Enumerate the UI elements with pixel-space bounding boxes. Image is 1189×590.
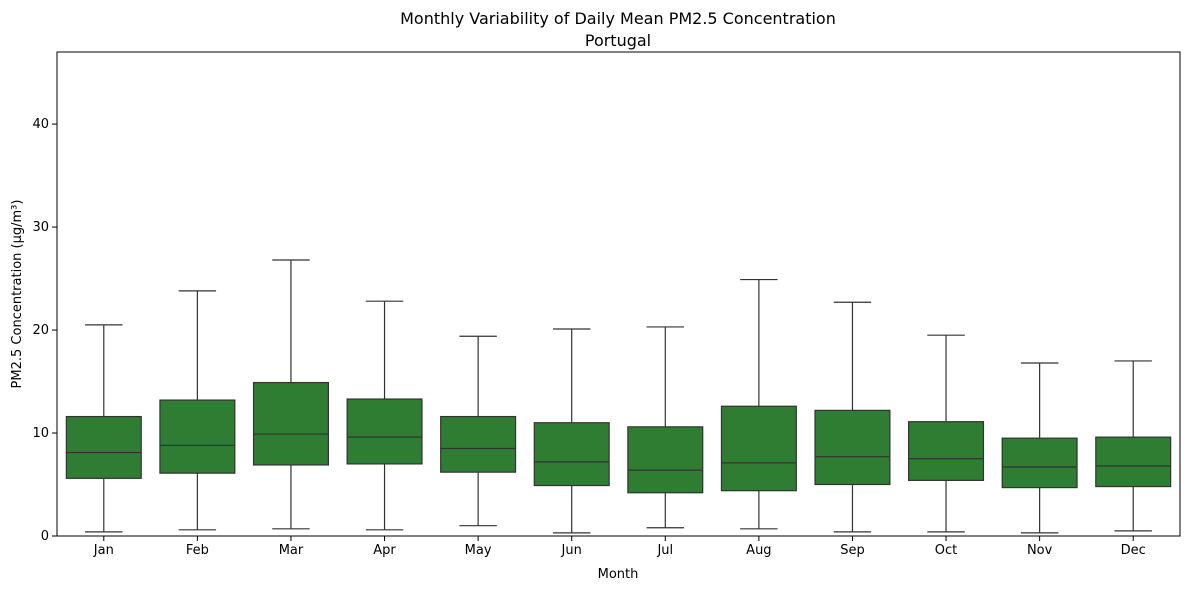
- box-body: [533, 422, 610, 487]
- x-tick-label: Jan: [93, 543, 114, 558]
- x-tick-label: Dec: [1121, 543, 1146, 558]
- x-tick-label: Jun: [561, 543, 582, 558]
- chart-title: Monthly Variability of Daily Mean PM2.5 …: [400, 9, 836, 28]
- x-tick-label: Nov: [1027, 543, 1053, 558]
- box-body: [1001, 437, 1078, 489]
- box-dec: [1095, 360, 1172, 532]
- box-body: [65, 415, 142, 479]
- chart-subtitle: Portugal: [585, 31, 651, 50]
- y-tick-label: 30: [32, 220, 49, 235]
- box-feb: [159, 290, 236, 531]
- y-tick-label: 0: [41, 529, 49, 544]
- box-body: [908, 421, 985, 481]
- x-axis: Jan Feb Mar Apr May Jun Jul Aug Sep Oct Nov Dec: [93, 536, 1146, 558]
- x-tick-label: Feb: [186, 543, 209, 558]
- y-tick-label: 10: [32, 426, 49, 441]
- box-body: [252, 381, 329, 466]
- y-tick-label: 20: [32, 323, 49, 338]
- x-tick-label: Sep: [840, 543, 865, 558]
- x-tick-label: Aug: [746, 543, 771, 558]
- box-jun: [533, 328, 610, 534]
- box-nov: [1001, 362, 1078, 534]
- x-tick-label: May: [465, 543, 492, 558]
- box-apr: [346, 300, 423, 531]
- box-body: [720, 405, 797, 492]
- box-body: [627, 426, 704, 494]
- box-may: [440, 335, 517, 527]
- box-sep: [814, 301, 891, 533]
- box-body: [159, 399, 236, 474]
- box-body: [1095, 436, 1172, 488]
- x-tick-label: Mar: [279, 543, 304, 558]
- x-tick-label: Oct: [935, 543, 957, 558]
- title-group: Monthly Variability of Daily Mean PM2.5 …: [400, 9, 836, 50]
- box-body: [814, 409, 891, 486]
- y-tick-label: 40: [32, 117, 49, 132]
- box-body: [440, 415, 517, 473]
- box-aug: [720, 278, 797, 530]
- box-body: [346, 398, 423, 465]
- y-axis-label: PM2.5 Concentration (µg/m³): [10, 200, 25, 389]
- x-tick-label: Jul: [656, 543, 673, 558]
- box-jul: [627, 326, 704, 529]
- x-tick-label: Apr: [373, 543, 396, 558]
- box-mar: [252, 259, 329, 530]
- plot-frame: [56, 51, 1181, 537]
- y-axis: 0 10 20 30 40: [32, 117, 57, 544]
- box-oct: [908, 334, 985, 533]
- box-jan: [65, 324, 142, 533]
- plot-area: [56, 51, 1181, 537]
- x-axis-label: Month: [598, 567, 639, 582]
